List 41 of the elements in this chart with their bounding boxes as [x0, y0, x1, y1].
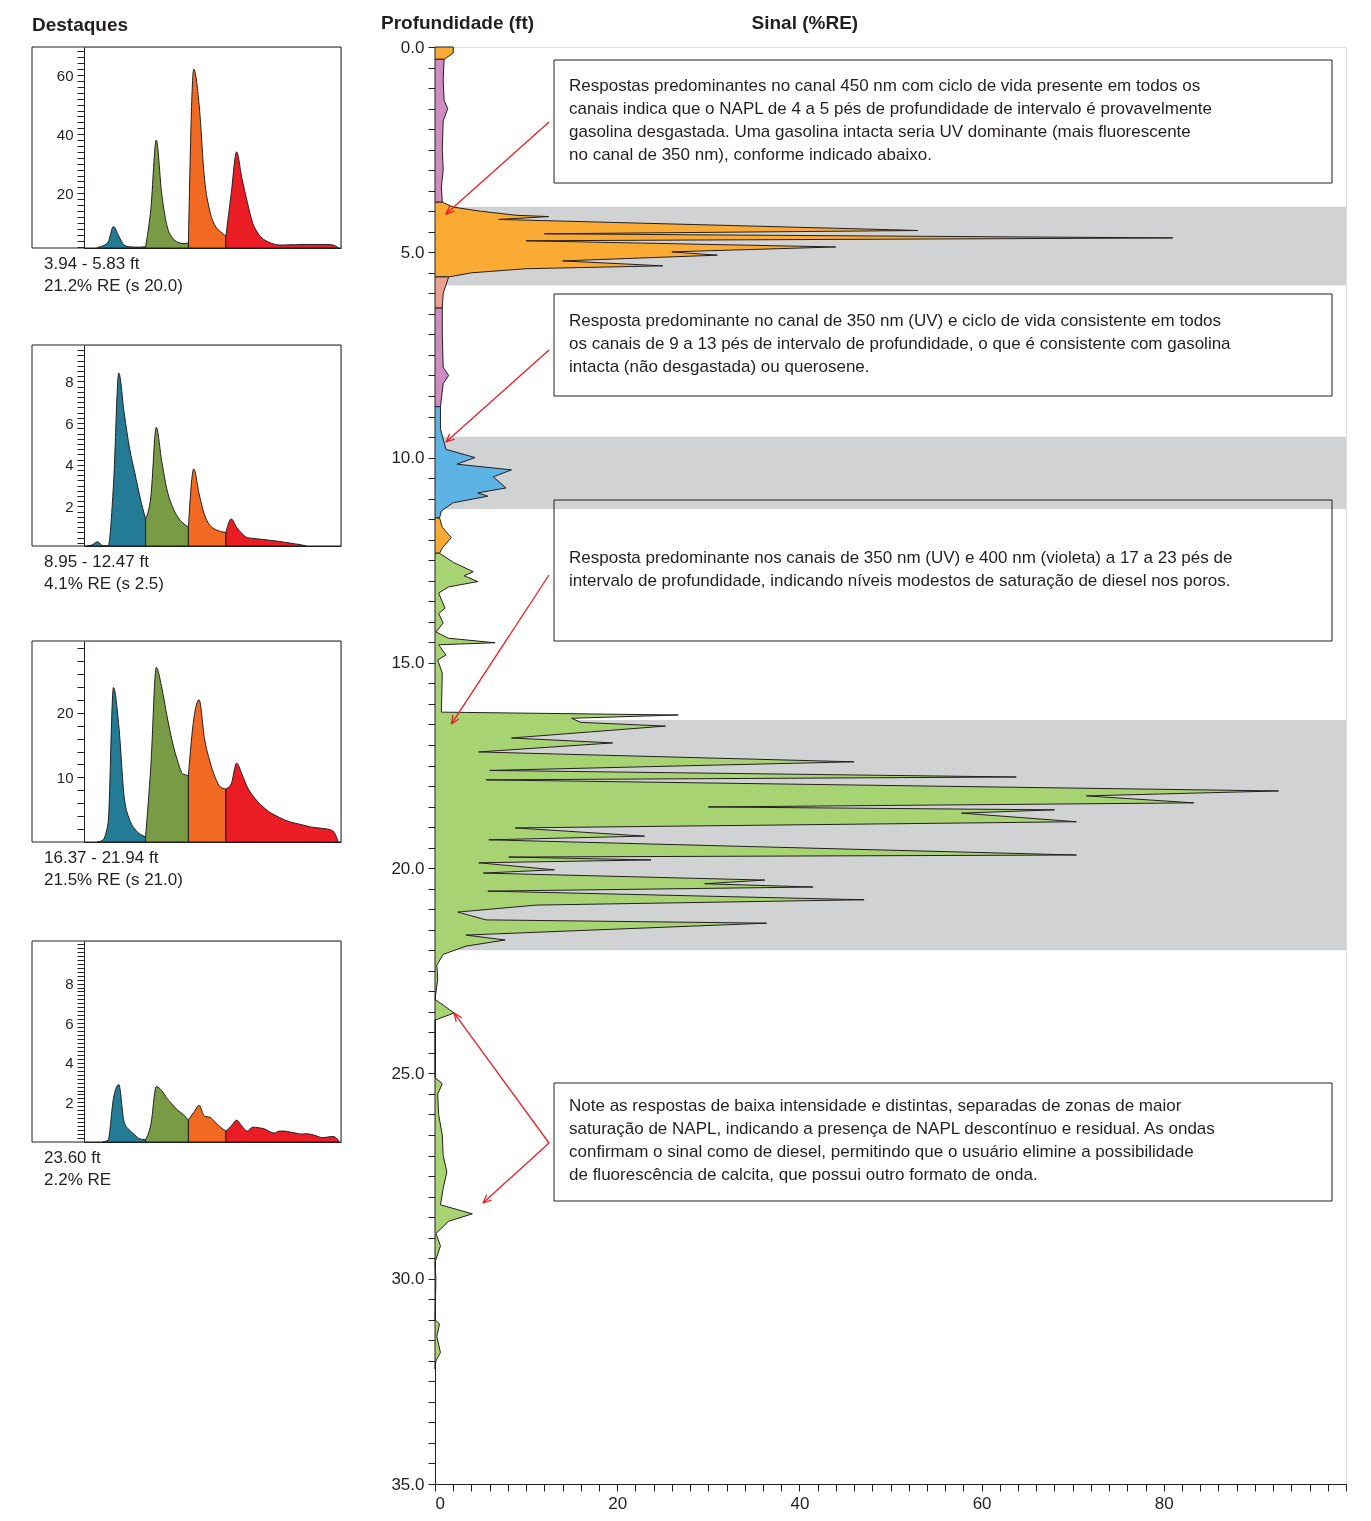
chart-title: Destaques: [32, 14, 129, 35]
y-tick-label: 10: [56, 768, 74, 786]
annotation: Note as respostas de baixa intensidade e distintas, separadas de zonas de maior saturação de NAPL, indicando a presença de NAPL descontínuo e residual. As ondas confirmam o sinal como de diesel, permitindo que o usuário elimine a possibilidade de fluorescência de calcita, que possui outro formato de onda.: [569, 1096, 1215, 1184]
y-tick-label: 0.0: [400, 37, 425, 57]
y-tick-label: 2: [65, 497, 74, 515]
y-tick-label: 20: [56, 184, 74, 202]
x-tick-label: 80: [1154, 1493, 1174, 1513]
y-tick-label: 6: [65, 414, 74, 432]
y-tick-label: 8: [65, 372, 74, 390]
x-tick-label: 60: [972, 1493, 992, 1513]
text: 23.60 ft: [44, 1148, 101, 1167]
y-tick-label: 4: [65, 456, 74, 474]
y-tick-label: 25.0: [391, 1063, 425, 1083]
text: 4.1% RE (s 2.5): [44, 574, 164, 593]
annotation: Resposta predominante nos canais de 350 nm (UV) e 400 nm (violeta) a 17 a 23 pés de intervalo de profundidade, indicando níveis modestos de saturação de diesel nos poros.: [569, 547, 1233, 590]
text: 8.95 - 12.47 ft: [44, 552, 150, 571]
y-tick-label: 10.0: [391, 448, 425, 468]
text: 21.5% RE (s 21.0): [44, 870, 183, 889]
text: 16.37 - 21.94 ft: [44, 848, 159, 867]
y-tick-label: 40: [56, 125, 74, 143]
y-tick-label: 2: [65, 1093, 74, 1111]
text: 3.94 - 5.83 ft: [44, 254, 140, 273]
annotation: Respostas predominantes no canal 450 nm com ciclo de vida presente em todos os canais indica que o NAPL de 4 a 5 pés de profundidade de intervalo é provavelmente gasolina desgastada. Uma gasolina intacta seria UV dominante (mais fluorescente no canal de 350 nm), conforme indicado abaixo.: [569, 75, 1212, 164]
y-tick-label: 60: [56, 66, 74, 84]
y-axis-title: Profundidade (ft): [381, 12, 535, 33]
x-tick-label: 0: [435, 1493, 445, 1513]
y-tick-label: 15.0: [391, 653, 425, 673]
y-tick-label: 35.0: [391, 1474, 425, 1494]
text: 2.2% RE: [44, 1170, 112, 1189]
x-tick-label: 40: [790, 1493, 810, 1513]
y-tick-label: 20.0: [391, 858, 425, 878]
annotation: Resposta predominante no canal de 350 nm (UV) e ciclo de vida consistente em todos os canais de 9 a 13 pés de intervalo de profundidade, o que é consistente com gasolina intacta (não desgastada) ou querosene.: [569, 310, 1232, 376]
text: 21.2% RE (s 20.0): [44, 276, 183, 295]
y-tick-label: 6: [65, 1014, 74, 1032]
x-tick-label: 20: [608, 1493, 628, 1513]
y-tick-label: 8: [65, 975, 74, 993]
y-tick-label: 30.0: [391, 1269, 425, 1289]
x-axis-title: Sinal (%RE): [751, 12, 859, 33]
y-tick-label: 20: [56, 704, 74, 722]
y-tick-label: 5.0: [400, 242, 425, 262]
y-tick-label: 4: [65, 1054, 74, 1072]
